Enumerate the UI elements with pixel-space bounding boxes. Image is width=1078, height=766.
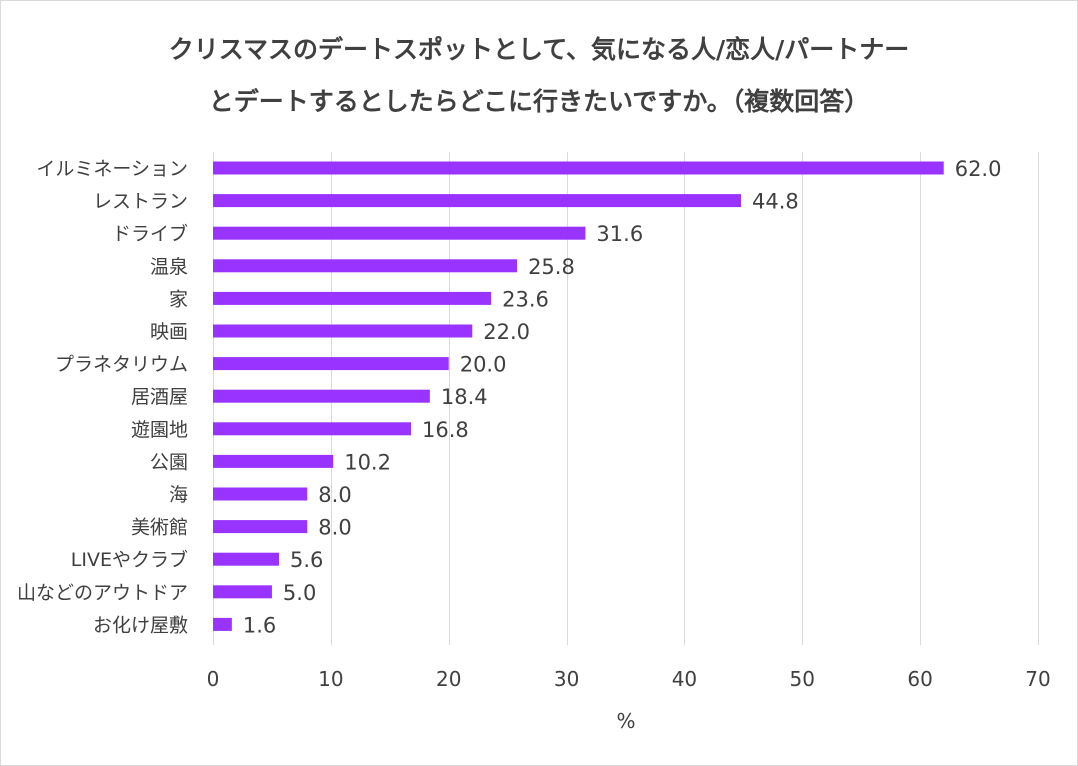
category-label: プラネタリウム bbox=[55, 354, 188, 376]
value-label: 23.6 bbox=[502, 287, 549, 311]
bars bbox=[213, 161, 944, 631]
chart-title-line-2: とデートするとしたらどこに行きたいですか。（複数回答） bbox=[208, 87, 870, 116]
bar bbox=[213, 259, 518, 273]
category-label: イルミネーション bbox=[36, 158, 188, 180]
value-label: 5.6 bbox=[290, 548, 323, 572]
value-label: 16.8 bbox=[422, 418, 469, 442]
category-label: ドライブ bbox=[112, 222, 188, 245]
x-tick-label: 40 bbox=[672, 667, 697, 691]
bar bbox=[213, 291, 492, 305]
bar bbox=[213, 226, 586, 240]
value-label: 1.6 bbox=[243, 613, 276, 637]
x-tick-label: 20 bbox=[436, 667, 461, 691]
category-label: 映画 bbox=[150, 321, 188, 343]
value-label: 10.2 bbox=[344, 450, 391, 474]
value-label: 18.4 bbox=[441, 385, 488, 409]
bar bbox=[213, 194, 741, 208]
bar bbox=[213, 389, 430, 403]
bar bbox=[213, 520, 308, 534]
chart-title-line-1: クリスマスのデートスポットとして、気になる人/恋人/パートナー bbox=[168, 35, 910, 64]
category-label: 公園 bbox=[150, 451, 188, 473]
bar bbox=[213, 324, 473, 338]
category-label: お化け屋敷 bbox=[93, 614, 188, 636]
bar bbox=[213, 422, 411, 436]
category-label: 家 bbox=[169, 288, 188, 310]
bar bbox=[213, 585, 272, 599]
x-tick-labels: 0 10 20 30 40 50 60 70 bbox=[207, 667, 1051, 691]
x-tick-label: 10 bbox=[318, 667, 343, 691]
value-label: 62.0 bbox=[955, 157, 1002, 181]
x-tick-label: 60 bbox=[907, 667, 932, 691]
x-axis-title: % bbox=[616, 709, 635, 733]
bar bbox=[213, 487, 308, 501]
category-label: 遊園地 bbox=[131, 419, 188, 441]
value-label: 25.8 bbox=[528, 255, 575, 279]
x-tick-label: 30 bbox=[554, 667, 579, 691]
category-label: 山などのアウトドア bbox=[17, 582, 188, 604]
category-label: 美術館 bbox=[131, 517, 188, 539]
category-label: レストラン bbox=[93, 191, 188, 213]
x-tick-label: 50 bbox=[790, 667, 815, 691]
category-label: 海 bbox=[169, 484, 188, 506]
x-tick-label: 70 bbox=[1025, 667, 1050, 691]
value-label: 5.0 bbox=[283, 581, 316, 605]
bar bbox=[213, 161, 944, 175]
x-tick-label: 0 bbox=[207, 667, 220, 691]
category-label: 居酒屋 bbox=[131, 386, 188, 408]
value-label: 31.6 bbox=[596, 222, 643, 246]
value-label: 22.0 bbox=[483, 320, 530, 344]
value-labels: 62.0 44.8 31.6 25.8 23.6 22.0 20.0 18.4 16.8 10.2… bbox=[243, 157, 1002, 637]
chart-title: クリスマスのデートスポットとして、気になる人/恋人/パートナー とデートするとし… bbox=[0, 24, 1078, 128]
category-labels: イルミネーションレストランドライブ温泉家映画プラネタリウム居酒屋遊園地公園海美術… bbox=[17, 158, 188, 636]
bar bbox=[213, 617, 232, 631]
category-label: 温泉 bbox=[150, 256, 188, 278]
bar bbox=[213, 357, 449, 371]
category-label: LIVEやクラブ bbox=[71, 548, 188, 571]
value-label: 44.8 bbox=[752, 190, 799, 214]
value-label: 8.0 bbox=[318, 516, 351, 540]
value-label: 20.0 bbox=[460, 353, 507, 377]
bar bbox=[213, 454, 334, 468]
value-label: 8.0 bbox=[318, 483, 351, 507]
bar bbox=[213, 552, 279, 566]
